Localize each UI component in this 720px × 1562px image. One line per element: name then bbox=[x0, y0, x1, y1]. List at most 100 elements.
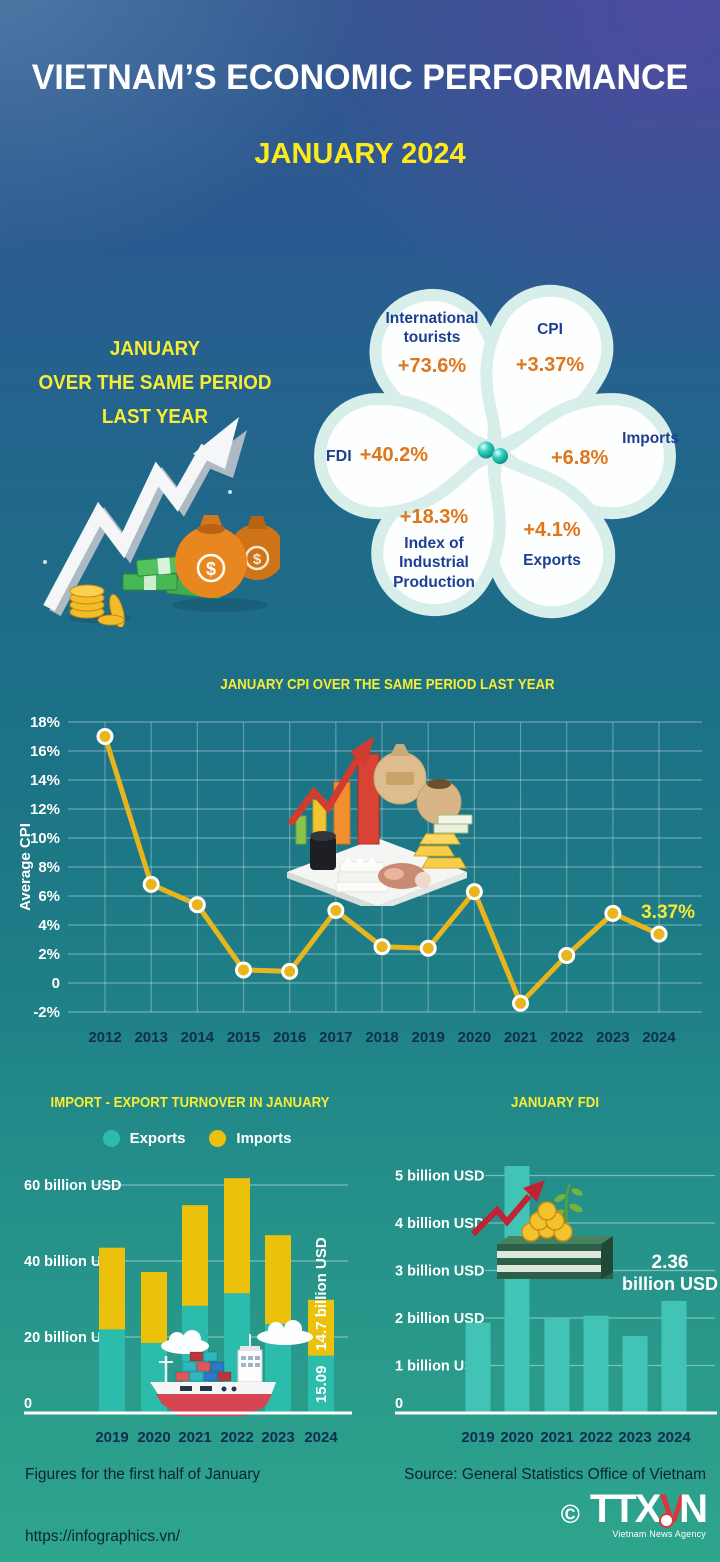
logo-letter-n: N bbox=[679, 1487, 708, 1531]
petal-label: FDI bbox=[325, 448, 352, 465]
website-url: https://infographics.vn/ bbox=[25, 1528, 181, 1545]
cloud bbox=[257, 1320, 313, 1345]
cpi-ytick-label: 12% bbox=[30, 801, 60, 818]
cpi-xtick-label: 2018 bbox=[365, 1029, 398, 1046]
logo-letters-white: TTX bbox=[589, 1487, 662, 1531]
petals bbox=[314, 284, 676, 619]
trade-xtick-label: 2021 bbox=[178, 1429, 211, 1446]
cpi-data-point bbox=[327, 902, 345, 919]
petal-value: +6.8% bbox=[551, 447, 609, 470]
intro-line-1: JANUARY bbox=[109, 338, 201, 360]
fdi-ytick-label: 0 bbox=[395, 1396, 403, 1412]
cpi-data-point bbox=[604, 904, 622, 922]
agency-tagline: Vietnam News Agency bbox=[612, 1529, 706, 1539]
petal-label: Exports bbox=[523, 552, 581, 569]
trade-legend: Exports Imports bbox=[10, 1130, 370, 1147]
petal-label: Imports bbox=[622, 430, 679, 447]
money-growth-illustration: $ $ bbox=[43, 417, 280, 627]
cpi-xtick-label: 2022 bbox=[550, 1029, 583, 1046]
trade-stacked-bar-chart: 60 billion USD 40 billion USD 20 billion U… bbox=[24, 1178, 352, 1446]
fdi-ytick-label: 2 billion USD bbox=[395, 1311, 484, 1327]
fdi-annotation-value: 2.36 bbox=[652, 1252, 689, 1273]
ham bbox=[378, 863, 431, 889]
petal-value: +4.1% bbox=[523, 519, 581, 541]
imports-legend-dot bbox=[209, 1130, 227, 1147]
footnote: Figures for the first half of January bbox=[25, 1466, 261, 1483]
trade-xtick-label: 2019 bbox=[95, 1429, 128, 1446]
cpi-data-point bbox=[465, 883, 483, 901]
money-bags: $ $ bbox=[175, 515, 280, 598]
petal-value: +40.2% bbox=[359, 444, 429, 466]
copyright-mark: © bbox=[560, 1499, 580, 1529]
gold-bars bbox=[413, 833, 467, 869]
page-title: VIETNAM’S ECONOMIC PERFORMANCE bbox=[31, 58, 689, 97]
cpi-data-point bbox=[281, 962, 299, 980]
fdi-annotation-unit: billion USD bbox=[622, 1274, 718, 1294]
intro-line-3: LAST YEAR bbox=[101, 406, 209, 428]
cpi-ytick-label: 14% bbox=[30, 772, 60, 789]
ship bbox=[150, 1334, 276, 1416]
cpi-data-point bbox=[235, 961, 253, 979]
coins bbox=[521, 1201, 573, 1242]
bar-exports-2024 bbox=[308, 1355, 334, 1413]
fdi-chart-title: JANUARY FDI bbox=[510, 1094, 599, 1111]
trade-xtick-label: 2022 bbox=[220, 1429, 253, 1446]
petal-text-international-tourists: International tourists +73.6% bbox=[357, 309, 507, 378]
cpi-ytick-label: -2% bbox=[33, 1004, 60, 1021]
flower-center-bead bbox=[477, 441, 495, 459]
trade-ytick-label: 20 billion USD bbox=[24, 1330, 122, 1346]
cpi-ytick-label: 4% bbox=[38, 917, 60, 934]
cpi-ytick-label: 8% bbox=[38, 859, 60, 876]
fdi-ytick-label: 4 billion USD bbox=[395, 1216, 484, 1232]
page-subtitle: JANUARY 2024 bbox=[254, 138, 466, 170]
cpi-data-point bbox=[188, 896, 206, 914]
growth-arrow bbox=[43, 417, 247, 617]
cpi-xtick-label: 2015 bbox=[227, 1029, 260, 1046]
cpi-y-axis-title: Average CPI bbox=[17, 823, 34, 911]
cpi-data-point bbox=[373, 938, 391, 956]
cargo-ship-illustration bbox=[150, 1320, 313, 1416]
svg-text:$: $ bbox=[206, 559, 216, 579]
svg-text:$: $ bbox=[253, 551, 262, 568]
petal-fdi bbox=[314, 393, 501, 520]
cpi-xtick-label: 2023 bbox=[596, 1029, 629, 1046]
indicator-flower bbox=[314, 284, 676, 619]
cpi-xtick-label: 2024 bbox=[642, 1029, 676, 1046]
fdi-bar-chart: 5 billion USD 4 billion USD 3 billion USD 2… bbox=[395, 1166, 718, 1446]
cpi-data-point bbox=[96, 728, 114, 745]
egg-trays bbox=[335, 858, 389, 893]
bar-imports-2021 bbox=[182, 1205, 208, 1306]
bar-imports-2020 bbox=[141, 1272, 167, 1344]
trade-xtick-label: 2023 bbox=[261, 1429, 294, 1446]
cpi-xtick-label: 2016 bbox=[273, 1029, 306, 1046]
petal-label: CPI bbox=[537, 321, 563, 338]
cpi-ytick-label: 10% bbox=[30, 830, 60, 847]
grain-sacks bbox=[373, 744, 462, 825]
exports-legend-label: Exports bbox=[129, 1130, 186, 1147]
fdi-ytick-label: 5 billion USD bbox=[395, 1169, 484, 1185]
fdi-xtick-label: 2019 bbox=[461, 1429, 494, 1446]
bar-fdi-2024 bbox=[661, 1300, 687, 1413]
bar-imports-2024 bbox=[308, 1299, 334, 1356]
bar-fdi-2021 bbox=[544, 1318, 570, 1413]
coin-stacks bbox=[69, 584, 125, 627]
cpi-xtick-label: 2014 bbox=[181, 1029, 215, 1046]
cpi-data-point bbox=[512, 994, 530, 1012]
bar-imports-2022 bbox=[224, 1178, 250, 1294]
imports-legend-label: Imports bbox=[236, 1130, 292, 1147]
cpi-ytick-label: 18% bbox=[30, 714, 60, 731]
cpi-xtick-label: 2019 bbox=[412, 1029, 445, 1046]
cpi-annotation: 3.37% bbox=[641, 902, 695, 923]
cpi-data-point bbox=[142, 875, 160, 893]
goods-basket-illustration bbox=[287, 736, 473, 906]
trade-xtick-label: 2020 bbox=[137, 1429, 170, 1446]
petal-value: +3.37% bbox=[515, 354, 585, 377]
cpi-data-point bbox=[558, 946, 576, 964]
fdi-xtick-label: 2021 bbox=[540, 1429, 573, 1446]
fdi-xtick-label: 2024 bbox=[657, 1429, 691, 1446]
bar-imports-2019 bbox=[99, 1247, 125, 1330]
agency-logo-main: TTXVN Vietnam News Agency bbox=[589, 1487, 708, 1539]
bar-fdi-2023 bbox=[622, 1336, 648, 1413]
fdi-ytick-label: 1 billion USD bbox=[395, 1359, 484, 1375]
cpi-xtick-label: 2017 bbox=[319, 1029, 352, 1046]
